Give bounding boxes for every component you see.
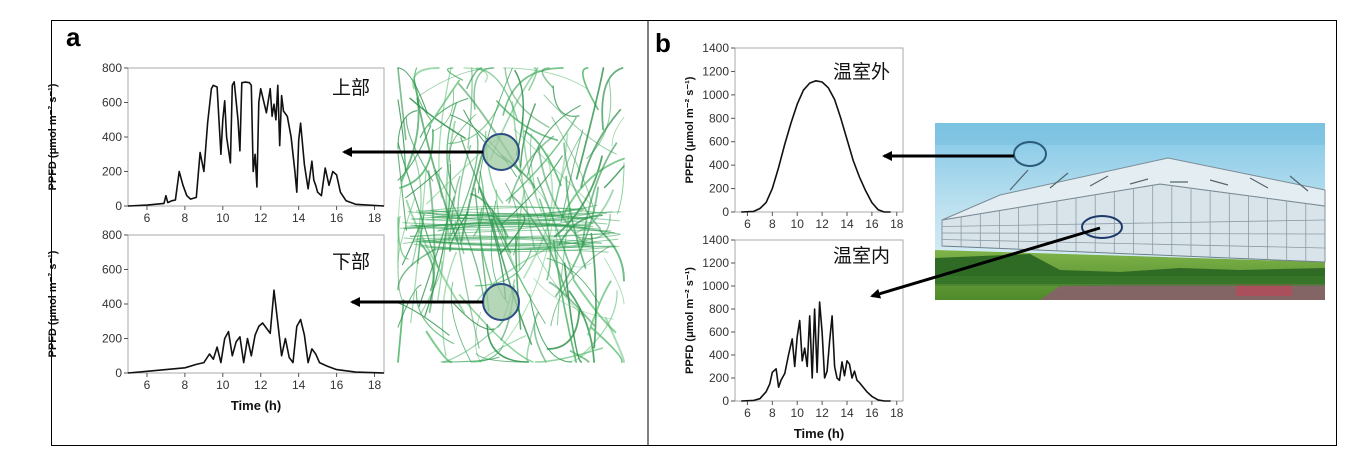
chart-b-top: 6 8 10 12 14 16 18 0 200 400 600 800 1000 1200 1400 PPF… bbox=[684, 41, 904, 231]
y-axis-label: PPFD (μmol m⁻² s⁻¹) bbox=[47, 83, 59, 190]
y-tick-label: 1400 bbox=[702, 41, 729, 55]
label-lower: 下部 bbox=[332, 251, 370, 273]
y-tick-label: 600 bbox=[709, 135, 729, 149]
x-tick-label: 14 bbox=[292, 378, 306, 392]
label-upper: 上部 bbox=[332, 77, 370, 99]
panel-letter-a: a bbox=[66, 22, 81, 52]
y-tick-label: 200 bbox=[709, 371, 729, 385]
x-tick-label: 14 bbox=[840, 217, 854, 231]
x-tick-label: 12 bbox=[254, 211, 268, 225]
x-tick-label: 16 bbox=[865, 406, 879, 420]
y-tick-label: 600 bbox=[102, 263, 122, 277]
y-tick-label: 800 bbox=[709, 302, 729, 316]
y-axis-label: PPFD (μmol m⁻² s⁻¹) bbox=[684, 76, 696, 183]
x-tick-label: 10 bbox=[216, 378, 230, 392]
series-line bbox=[741, 80, 891, 213]
y-tick-label: 800 bbox=[102, 228, 122, 242]
x-tick-label: 12 bbox=[254, 378, 268, 392]
label-outside: 温室外 bbox=[833, 61, 890, 83]
arrow-inside bbox=[870, 226, 1101, 299]
x-tick-label: 6 bbox=[744, 217, 751, 231]
x-tick-label: 12 bbox=[815, 217, 829, 231]
x-tick-label: 18 bbox=[368, 211, 382, 225]
y-tick-label: 0 bbox=[722, 205, 729, 219]
x-tick-label: 6 bbox=[144, 378, 151, 392]
x-tick-label: 14 bbox=[840, 406, 854, 420]
x-tick-label: 14 bbox=[292, 211, 306, 225]
x-tick-label: 10 bbox=[216, 211, 230, 225]
greenhouse-photo bbox=[935, 123, 1326, 300]
y-tick-label: 800 bbox=[709, 111, 729, 125]
y-tick-label: 600 bbox=[709, 325, 729, 339]
x-tick-label: 18 bbox=[890, 406, 904, 420]
x-tick-label: 6 bbox=[744, 406, 751, 420]
chart-a-top: 6 8 10 12 14 16 18 0 200 400 600 800 PPFD (μmol m⁻² … bbox=[47, 61, 385, 225]
x-tick-label: 16 bbox=[330, 211, 344, 225]
x-tick-label: 12 bbox=[815, 406, 829, 420]
series-line bbox=[127, 289, 385, 374]
y-tick-label: 0 bbox=[722, 394, 729, 408]
chart-a-bottom: 6 8 10 12 14 16 18 0 200 400 600 800 PPFD (μmol m⁻² … bbox=[47, 228, 385, 413]
plant-canopy-illustration bbox=[397, 67, 625, 363]
x-tick-label: 10 bbox=[791, 406, 805, 420]
outside-greenhouse-marker bbox=[1013, 141, 1047, 167]
inside-greenhouse-marker bbox=[1081, 215, 1123, 239]
lower-canopy-circle bbox=[482, 283, 520, 321]
label-inside: 温室内 bbox=[833, 245, 890, 267]
panel-letter-b: b bbox=[655, 28, 671, 58]
y-tick-label: 200 bbox=[102, 332, 122, 346]
y-tick-label: 200 bbox=[709, 182, 729, 196]
y-tick-label: 400 bbox=[102, 297, 122, 311]
y-tick-label: 1400 bbox=[702, 233, 729, 247]
x-tick-label: 8 bbox=[182, 378, 189, 392]
y-tick-label: 1200 bbox=[702, 64, 729, 78]
y-tick-label: 800 bbox=[102, 61, 122, 75]
y-tick-label: 400 bbox=[102, 130, 122, 144]
series-line bbox=[127, 81, 385, 207]
y-tick-label: 400 bbox=[709, 158, 729, 172]
y-tick-label: 1000 bbox=[702, 88, 729, 102]
y-tick-label: 1000 bbox=[702, 279, 729, 293]
x-tick-label: 8 bbox=[769, 217, 776, 231]
x-tick-label: 8 bbox=[182, 211, 189, 225]
chart-b-bottom: 6 8 10 12 14 16 18 0 200 400 600 800 1000 1200 1400 PPF… bbox=[684, 233, 904, 441]
y-tick-label: 0 bbox=[115, 199, 122, 213]
y-axis-label: PPFD (μmol m⁻² s⁻¹) bbox=[684, 267, 696, 374]
x-axis-label: Time (h) bbox=[231, 398, 281, 413]
figure-frame bbox=[51, 20, 1337, 446]
plot-area bbox=[127, 234, 385, 374]
x-tick-label: 18 bbox=[890, 217, 904, 231]
plot-area bbox=[734, 47, 904, 213]
x-tick-label: 8 bbox=[769, 406, 776, 420]
x-axis-label: Time (h) bbox=[794, 426, 844, 441]
y-tick-label: 0 bbox=[115, 366, 122, 380]
x-tick-label: 10 bbox=[791, 217, 805, 231]
x-tick-label: 16 bbox=[865, 217, 879, 231]
x-tick-label: 6 bbox=[144, 211, 151, 225]
y-tick-label: 200 bbox=[102, 165, 122, 179]
y-tick-label: 1200 bbox=[702, 256, 729, 270]
upper-canopy-circle bbox=[482, 133, 520, 171]
y-axis-label: PPFD (μmol m⁻² s⁻¹) bbox=[47, 250, 59, 357]
x-tick-label: 18 bbox=[368, 378, 382, 392]
x-tick-label: 16 bbox=[330, 378, 344, 392]
series-line bbox=[741, 301, 891, 402]
y-tick-label: 400 bbox=[709, 348, 729, 362]
y-tick-label: 600 bbox=[102, 96, 122, 110]
